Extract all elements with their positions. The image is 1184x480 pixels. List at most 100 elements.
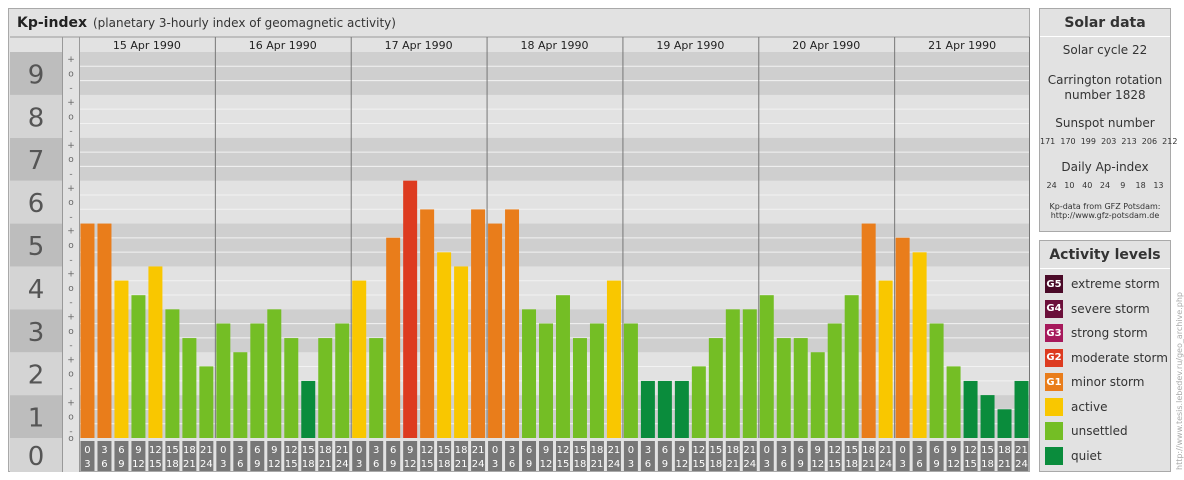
minor-tick-symbol: - bbox=[69, 255, 72, 265]
kp-bar bbox=[301, 380, 316, 438]
day-label: 16 Apr 1990 bbox=[249, 39, 317, 52]
hour-start-label: 18 bbox=[319, 445, 332, 456]
minor-tick-symbol: + bbox=[67, 398, 75, 408]
hour-start-label: 15 bbox=[574, 445, 587, 456]
kp-bar bbox=[97, 223, 112, 438]
legend-item-minor-storm: G1 minor storm bbox=[1045, 372, 1144, 392]
hour-start-label: 6 bbox=[254, 445, 260, 456]
hour-start-label: 18 bbox=[726, 445, 739, 456]
legend-swatch: G1 bbox=[1045, 373, 1063, 391]
kp-bar bbox=[623, 323, 638, 438]
hour-label-box bbox=[708, 441, 723, 471]
kp-band bbox=[79, 137, 1030, 181]
kp-bar bbox=[810, 352, 825, 438]
minor-tick-symbol: o bbox=[68, 198, 74, 208]
kp-bar bbox=[131, 295, 146, 438]
hour-start-label: 3 bbox=[101, 445, 107, 456]
day-label: 17 Apr 1990 bbox=[385, 39, 453, 52]
hour-start-label: 18 bbox=[455, 445, 468, 456]
minor-tick-symbol: o bbox=[68, 69, 74, 79]
minor-tick-symbol: - bbox=[69, 84, 72, 94]
hour-start-label: 0 bbox=[356, 445, 362, 456]
hour-label-box bbox=[369, 441, 384, 471]
kp-bar bbox=[471, 209, 486, 438]
day-label: 21 Apr 1990 bbox=[928, 39, 996, 52]
hour-end-label: 3 bbox=[628, 459, 634, 470]
source-line-1: Kp-data from GFZ Potsdam: bbox=[1049, 202, 1161, 211]
kp-bar bbox=[674, 380, 689, 438]
hour-start-label: 12 bbox=[421, 445, 434, 456]
hour-start-label: 3 bbox=[237, 445, 243, 456]
y-tick-label: 6 bbox=[28, 189, 45, 219]
y-axis-band bbox=[10, 137, 62, 181]
minor-tick-symbol: o bbox=[68, 155, 74, 165]
hour-start-label: 6 bbox=[118, 445, 124, 456]
kp-bar bbox=[827, 323, 842, 438]
hour-end-label: 9 bbox=[798, 459, 804, 470]
hour-label-box bbox=[488, 441, 503, 471]
date-row bbox=[79, 37, 1030, 52]
carrington-line-1: Carrington rotation bbox=[1047, 73, 1163, 87]
hour-label-box bbox=[929, 441, 944, 471]
solar-data-heading: Solar data bbox=[1040, 9, 1170, 37]
y-tick-label: 5 bbox=[28, 232, 45, 262]
hour-end-label: 21 bbox=[998, 459, 1011, 470]
hour-label-box bbox=[674, 441, 689, 471]
kp-bar bbox=[946, 366, 961, 438]
hour-label-box bbox=[505, 441, 520, 471]
kp-band bbox=[79, 180, 1030, 224]
hour-label-box bbox=[199, 441, 214, 471]
hour-label-box bbox=[114, 441, 129, 471]
kp-bar bbox=[742, 309, 757, 438]
kp-bar bbox=[182, 338, 197, 438]
day-label: 15 Apr 1990 bbox=[113, 39, 181, 52]
hour-label-box bbox=[691, 441, 706, 471]
legend-label: active bbox=[1071, 399, 1108, 414]
hour-end-label: 9 bbox=[254, 459, 260, 470]
kp-bar bbox=[844, 295, 859, 438]
kp-bar bbox=[539, 323, 553, 438]
kp-bar bbox=[878, 280, 893, 438]
kp-bar bbox=[437, 252, 452, 438]
kp-bar bbox=[963, 380, 978, 438]
hour-start-label: 6 bbox=[526, 445, 532, 456]
hour-end-label: 3 bbox=[764, 459, 770, 470]
hour-end-label: 21 bbox=[862, 459, 875, 470]
kp-bar bbox=[997, 409, 1012, 438]
day-label: 18 Apr 1990 bbox=[520, 39, 588, 52]
y-tick-label: 3 bbox=[28, 318, 45, 348]
hour-end-label: 18 bbox=[574, 459, 587, 470]
hour-start-label: 0 bbox=[764, 445, 770, 456]
kp-bar bbox=[980, 395, 995, 438]
solar-data-panel: Solar data Solar cycle 22 Carrington rot… bbox=[1039, 8, 1178, 232]
kp-bar bbox=[488, 223, 503, 438]
kp-bar bbox=[572, 338, 587, 438]
hour-label-box bbox=[165, 441, 180, 471]
hour-label-box bbox=[556, 441, 570, 471]
hour-start-label: 3 bbox=[373, 445, 379, 456]
hour-end-label: 3 bbox=[220, 459, 226, 470]
hour-label-box bbox=[403, 441, 418, 471]
hour-label-box bbox=[267, 441, 282, 471]
hour-end-label: 24 bbox=[472, 459, 485, 470]
hour-end-label: 12 bbox=[540, 459, 553, 470]
sunspot-values: 171 170 199 203 213 206 212 bbox=[1040, 137, 1178, 146]
hour-label-box bbox=[233, 441, 248, 471]
hour-start-label: 21 bbox=[608, 445, 621, 456]
chart-title: Kp-index (planetary 3-hourly index of geo… bbox=[17, 15, 396, 31]
kp-bar bbox=[318, 338, 333, 438]
hour-label-box bbox=[471, 441, 486, 471]
legend-item-extreme-storm: G5 extreme storm bbox=[1045, 274, 1160, 294]
hour-end-label: 21 bbox=[319, 459, 332, 470]
kp-bar bbox=[895, 237, 910, 438]
hour-start-label: 18 bbox=[998, 445, 1011, 456]
hour-label-box bbox=[437, 441, 452, 471]
hour-label-box bbox=[725, 441, 740, 471]
hour-label-box bbox=[844, 441, 859, 471]
minor-tick-column bbox=[62, 52, 79, 472]
source-link[interactable]: http://www.gfz-potsdam.de bbox=[1050, 211, 1160, 220]
hour-end-label: 6 bbox=[916, 459, 922, 470]
kp-bar bbox=[691, 366, 706, 438]
minor-tick-symbol: - bbox=[69, 212, 72, 222]
hour-label-box bbox=[793, 441, 808, 471]
